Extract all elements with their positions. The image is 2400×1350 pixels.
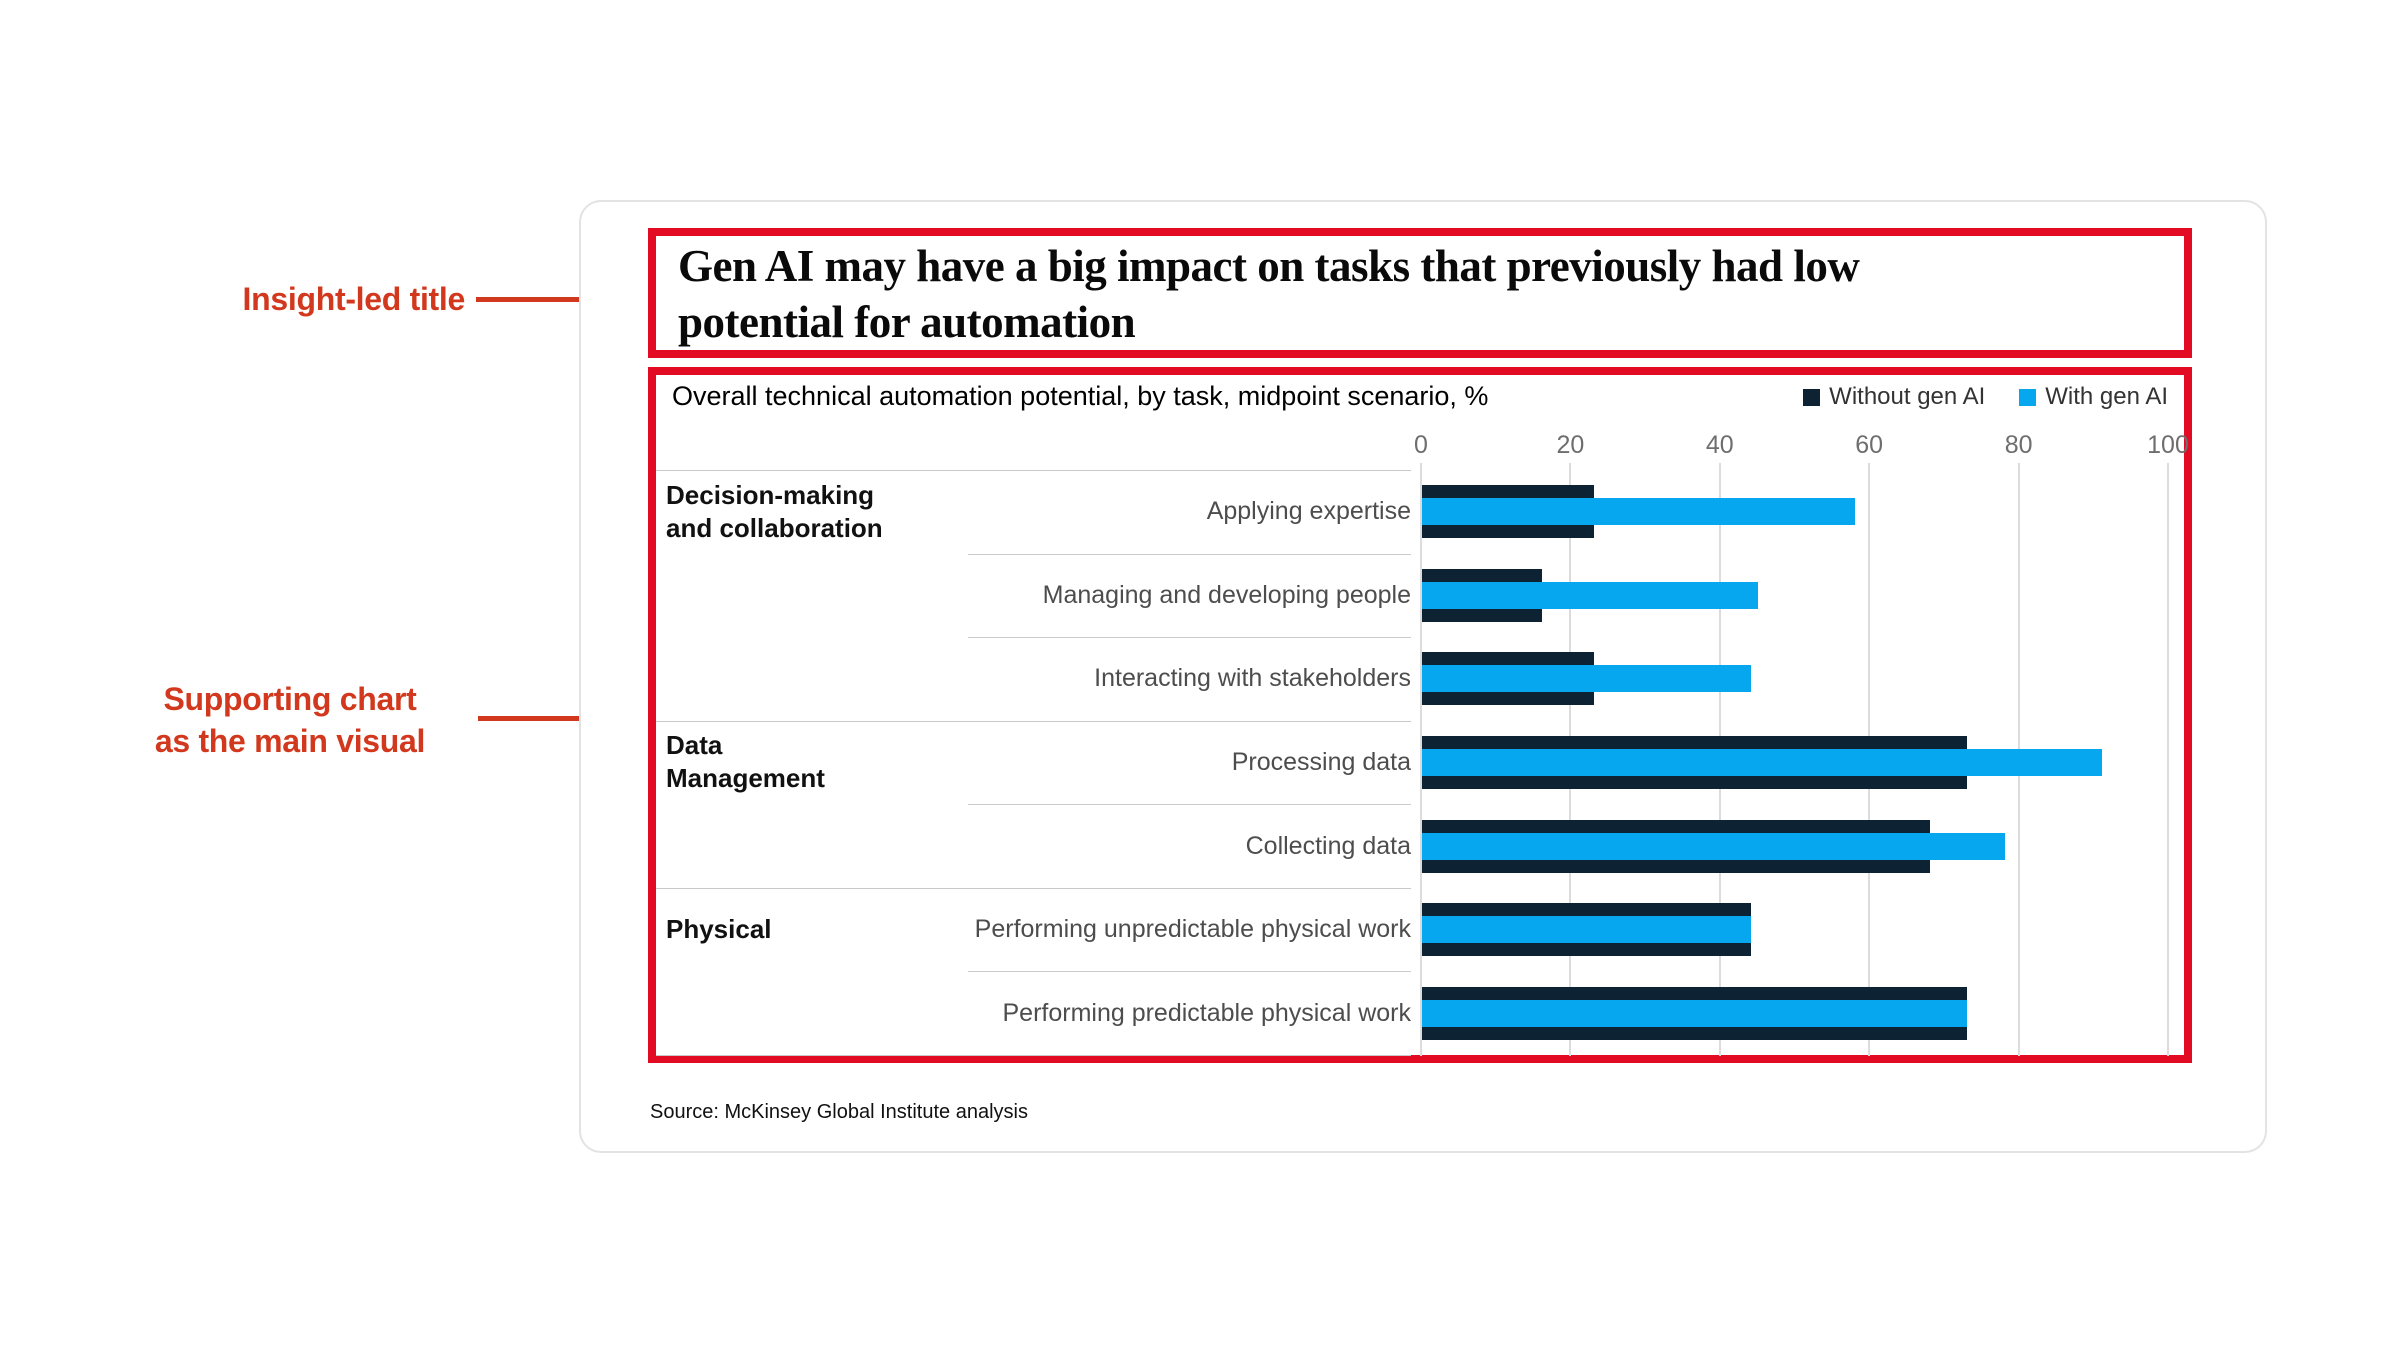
axis-tick-label: 60	[1855, 431, 1884, 459]
chart-legend: Without gen AI With gen AI	[1803, 383, 2168, 411]
legend-swatch-icon	[1803, 388, 1821, 406]
legend-label: With gen AI	[2045, 383, 2168, 410]
category-label-line: Physical	[666, 914, 772, 945]
group-separator	[656, 470, 1411, 471]
task-separator	[968, 804, 1411, 806]
slide-title-line2: potential for automation	[678, 297, 1136, 347]
gridline	[2167, 463, 2169, 1056]
legend-label: Without gen AI	[1829, 383, 1986, 410]
bar-with-gen-ai	[1422, 916, 1751, 944]
category-label: Decision-making and collaboration	[666, 470, 956, 554]
title-highlight-box: Gen AI may have a big impact on tasks th…	[648, 228, 2192, 358]
bar-with-gen-ai	[1422, 999, 1968, 1027]
category-label: Data Management	[666, 721, 956, 805]
supporting-chart-callout: Supporting chart as the main visual	[110, 678, 470, 762]
chart-subtitle: Overall technical automation potential, …	[672, 381, 1489, 411]
gridline	[1420, 463, 1422, 1056]
callout-connector-line	[478, 716, 606, 721]
group-separator	[656, 887, 1411, 889]
task-label: Collecting data	[1245, 831, 1411, 860]
axis-tick-label: 100	[2147, 431, 2189, 459]
bar-with-gen-ai	[1422, 665, 1751, 693]
category-label-line: Management	[666, 763, 825, 794]
axis-tick-label: 20	[1556, 431, 1585, 459]
supporting-chart-callout-line2: as the main visual	[154, 723, 426, 759]
group-separator	[656, 720, 1411, 722]
axis-tick-label: 0	[1414, 431, 1428, 459]
slide-title: Gen AI may have a big impact on tasks th…	[656, 236, 2184, 350]
bar-with-gen-ai	[1422, 832, 2005, 860]
callout-connector-line	[476, 297, 606, 302]
chart-bottom-line	[656, 1055, 1411, 1056]
task-label: Processing data	[1231, 747, 1411, 776]
task-label: Performing unpredictable physical work	[974, 915, 1411, 944]
category-label-line: and collaboration	[666, 512, 883, 543]
insight-title-callout: Insight-led title	[242, 281, 466, 317]
task-label: Interacting with stakeholders	[1094, 664, 1411, 693]
legend-item: Without gen AI	[1803, 383, 1985, 411]
legend-swatch-icon	[2019, 388, 2037, 406]
task-separator	[968, 553, 1411, 555]
task-label: Performing predictable physical work	[1002, 998, 1411, 1027]
axis-tick-label: 80	[2004, 431, 2033, 459]
bar-chart: Overall technical automation potential, …	[656, 375, 2189, 1056]
bar-with-gen-ai	[1422, 581, 1759, 609]
supporting-chart-callout-line1: Supporting chart	[163, 681, 417, 717]
axis-tick-label: 40	[1705, 431, 1734, 459]
bar-with-gen-ai	[1422, 749, 2102, 776]
task-separator	[968, 971, 1411, 973]
category-label-line: Decision-making	[666, 479, 875, 510]
chart-highlight-box: Overall technical automation potential, …	[648, 367, 2192, 1063]
task-label: Managing and developing people	[1042, 580, 1411, 609]
task-label: Applying expertise	[1206, 497, 1411, 526]
task-separator	[968, 637, 1411, 639]
source-note: Source: McKinsey Global Institute analys…	[650, 1101, 1028, 1123]
category-label-line: Data	[666, 730, 723, 761]
legend-item: With gen AI	[2019, 383, 2168, 411]
category-label: Physical	[666, 888, 956, 972]
bar-with-gen-ai	[1422, 498, 1856, 526]
slide-title-line1: Gen AI may have a big impact on tasks th…	[678, 241, 1860, 291]
